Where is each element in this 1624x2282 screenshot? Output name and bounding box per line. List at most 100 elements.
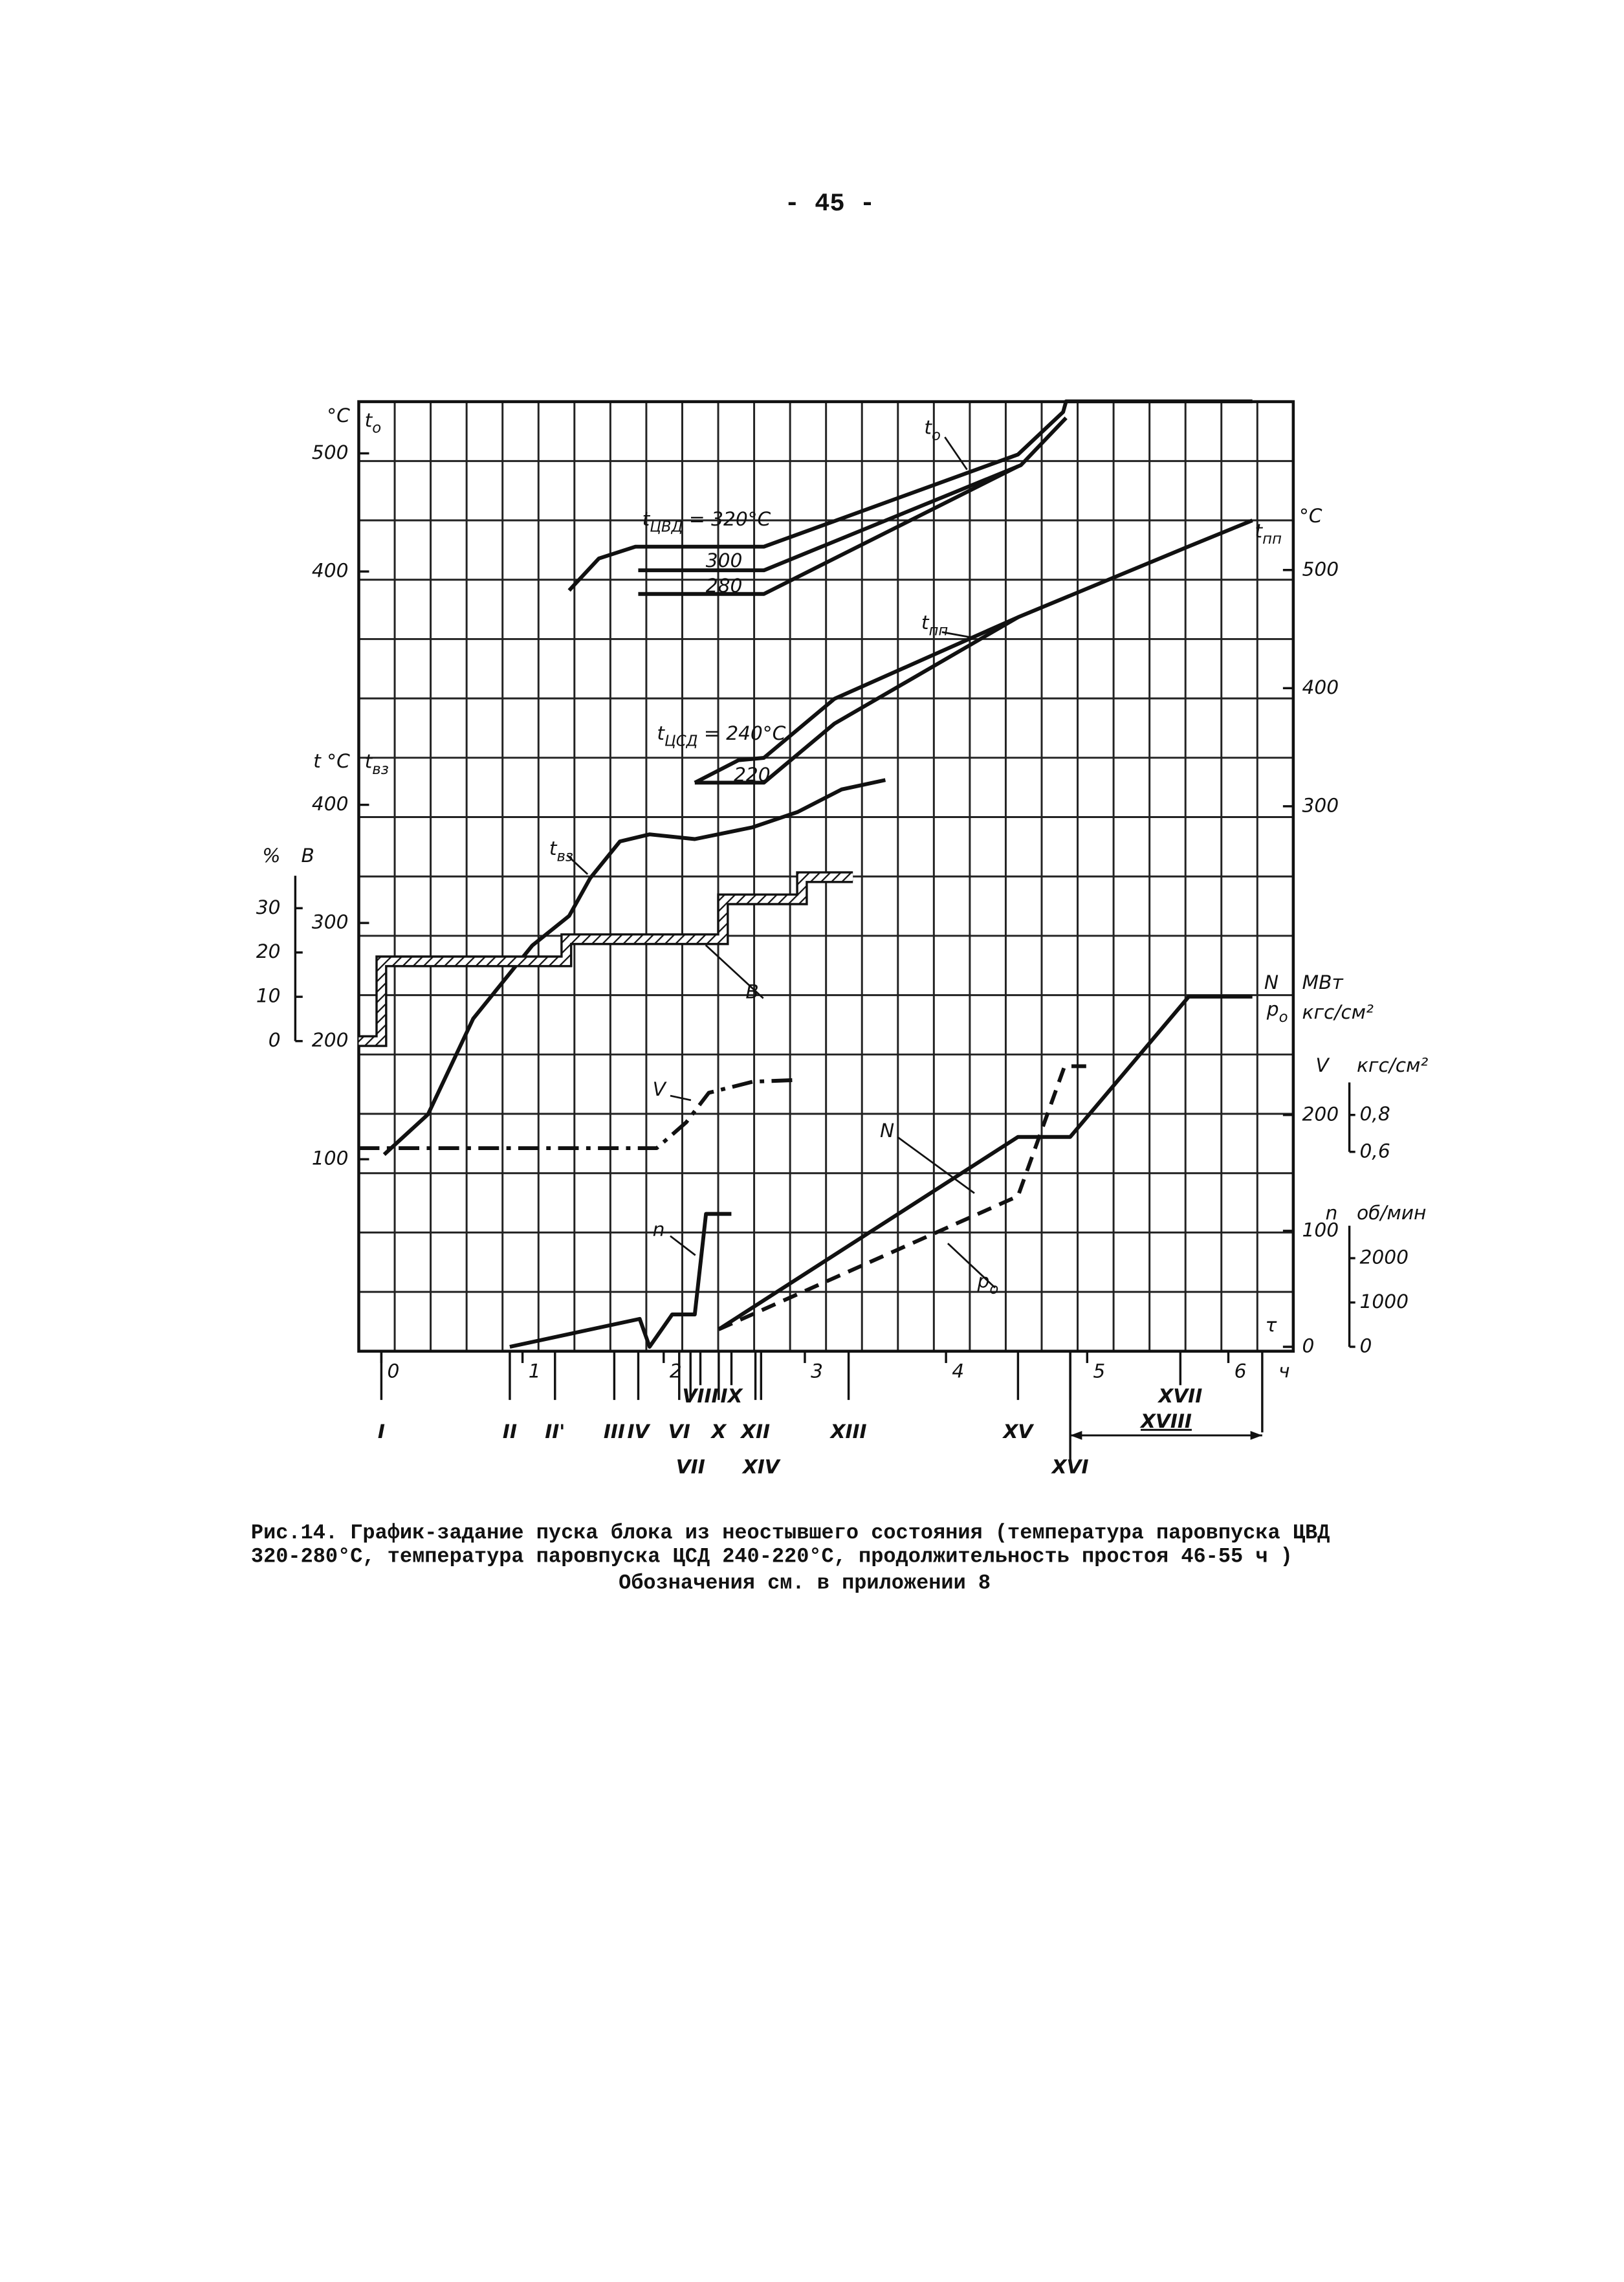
stage-label: XVIII: [1139, 1410, 1192, 1432]
y-tick-label: 0,6: [1360, 1139, 1390, 1162]
series-line: [358, 1078, 798, 1151]
axis-symbol: po: [1266, 997, 1288, 1025]
series-label-main: 280: [706, 573, 743, 596]
stage-label: VII: [676, 1456, 705, 1478]
caption-line: 320-280°С, температура паровпуска ЦСД 24…: [251, 1544, 1293, 1568]
y-tick-label: 500: [312, 441, 349, 463]
axis-unit: %: [262, 844, 280, 867]
annotation: tпп: [921, 610, 949, 638]
series-line: [567, 399, 1253, 592]
y-tick-label: 300: [1302, 793, 1339, 816]
stage-label: I: [378, 1420, 385, 1443]
axis-symbol: n: [1326, 1201, 1338, 1224]
series-label-main: N: [880, 1118, 894, 1141]
y-tick-label: 1000: [1360, 1290, 1409, 1313]
annotation-sub: o: [932, 427, 941, 444]
series-label: tЦВД = 320°C: [642, 507, 771, 535]
y-tick-label: 100: [312, 1147, 349, 1169]
axis-symbol-sub: вз: [372, 760, 389, 777]
stage-label: VI: [668, 1420, 690, 1443]
axis-symbol-main: t: [365, 749, 373, 772]
leader-line: [897, 1136, 975, 1194]
series-line: [718, 1064, 1093, 1331]
leader-line: [941, 631, 975, 639]
stage-label: XII: [740, 1420, 770, 1443]
axis-unit: МВт: [1302, 971, 1344, 993]
series-label-main: p: [977, 1269, 990, 1292]
series-label-main: t: [657, 722, 665, 744]
series-line: [509, 1212, 732, 1349]
axis-symbol: to: [365, 408, 382, 436]
series-label-rest: = 320°C: [683, 507, 771, 530]
x-axis-symbol: τ: [1265, 1314, 1277, 1336]
series-label: 300: [706, 549, 743, 571]
plot-frame: [357, 400, 1295, 1353]
annotation-main: t: [1255, 519, 1264, 542]
stage-label: III: [604, 1420, 625, 1443]
stage-label: II': [545, 1420, 565, 1443]
stage-label: XVII: [1157, 1384, 1202, 1407]
stage-label: VIII: [682, 1384, 718, 1407]
y-tick-label: 400: [312, 559, 349, 582]
annotation-main: t: [924, 415, 932, 438]
series-label-main: 300: [706, 549, 743, 571]
axis-symbol-main: t: [365, 408, 373, 431]
axis-unit: об/мин: [1357, 1201, 1426, 1224]
leader-line: [566, 854, 589, 875]
series-label: 220: [734, 762, 771, 785]
y-tick-label: 200: [1302, 1102, 1339, 1125]
y-tick-label: 2000: [1360, 1246, 1409, 1268]
y-tick-label: 300: [312, 911, 349, 933]
series-label-main: n: [653, 1217, 665, 1240]
annotation-main: t: [921, 610, 930, 633]
series-label: n: [653, 1217, 665, 1240]
y-tick-label: 20: [256, 940, 281, 962]
annotation-sub: пп: [1262, 530, 1282, 547]
y-tick-label: 200: [312, 1028, 349, 1051]
series-line: [382, 778, 886, 1157]
axis-symbol: V: [1315, 1054, 1330, 1076]
y-tick-label: 400: [312, 792, 349, 815]
axis-symbol: N: [1264, 971, 1278, 993]
leader-line: [670, 1094, 692, 1102]
series-label: N: [880, 1118, 894, 1141]
x-tick-label: 5: [1093, 1359, 1105, 1382]
page-number: - 45 -: [785, 190, 875, 218]
axis-symbol: tвз: [365, 749, 389, 777]
leader-line: [705, 944, 764, 999]
y-tick-label: 0,8: [1360, 1102, 1390, 1125]
series-line: [638, 416, 1068, 573]
caption-note: Обозначения см. в приложении 8: [619, 1571, 991, 1595]
stage-label: XIII: [829, 1420, 867, 1443]
x-tick-label: 3: [811, 1359, 823, 1382]
series-label: tЦСД = 240°C: [657, 722, 785, 749]
stage-label: II: [503, 1420, 517, 1443]
x-tick-label: 6: [1234, 1359, 1247, 1382]
leader-line: [944, 436, 968, 471]
series-line: [694, 615, 1019, 785]
stage-label: X: [710, 1420, 727, 1443]
y-tick-label: 100: [1302, 1218, 1339, 1241]
stage-label: XV: [1002, 1420, 1034, 1443]
axis-unit: °C: [1299, 504, 1322, 527]
stage-label: IV: [627, 1420, 650, 1443]
y-tick-label: 0: [1302, 1335, 1315, 1357]
y-tick-label: 0: [269, 1028, 281, 1051]
y-tick-label: 500: [1302, 557, 1339, 580]
axis-unit: t °C: [313, 749, 350, 772]
series-line: [694, 518, 1253, 784]
x-tick-label: 0: [388, 1359, 400, 1382]
series-line: [638, 464, 1019, 596]
series-label-main: V: [653, 1077, 668, 1100]
series-label-main: 220: [734, 762, 771, 785]
series-label: V: [653, 1077, 668, 1100]
series-label-sub: ЦВД: [650, 518, 683, 535]
y-tick-label: 30: [256, 896, 281, 918]
axis-symbol-sub: o: [372, 419, 381, 436]
leader-line: [947, 1243, 996, 1289]
x-tick-label: 1: [529, 1359, 541, 1382]
leader-line: [670, 1235, 696, 1256]
stage-label: IX: [721, 1384, 744, 1407]
